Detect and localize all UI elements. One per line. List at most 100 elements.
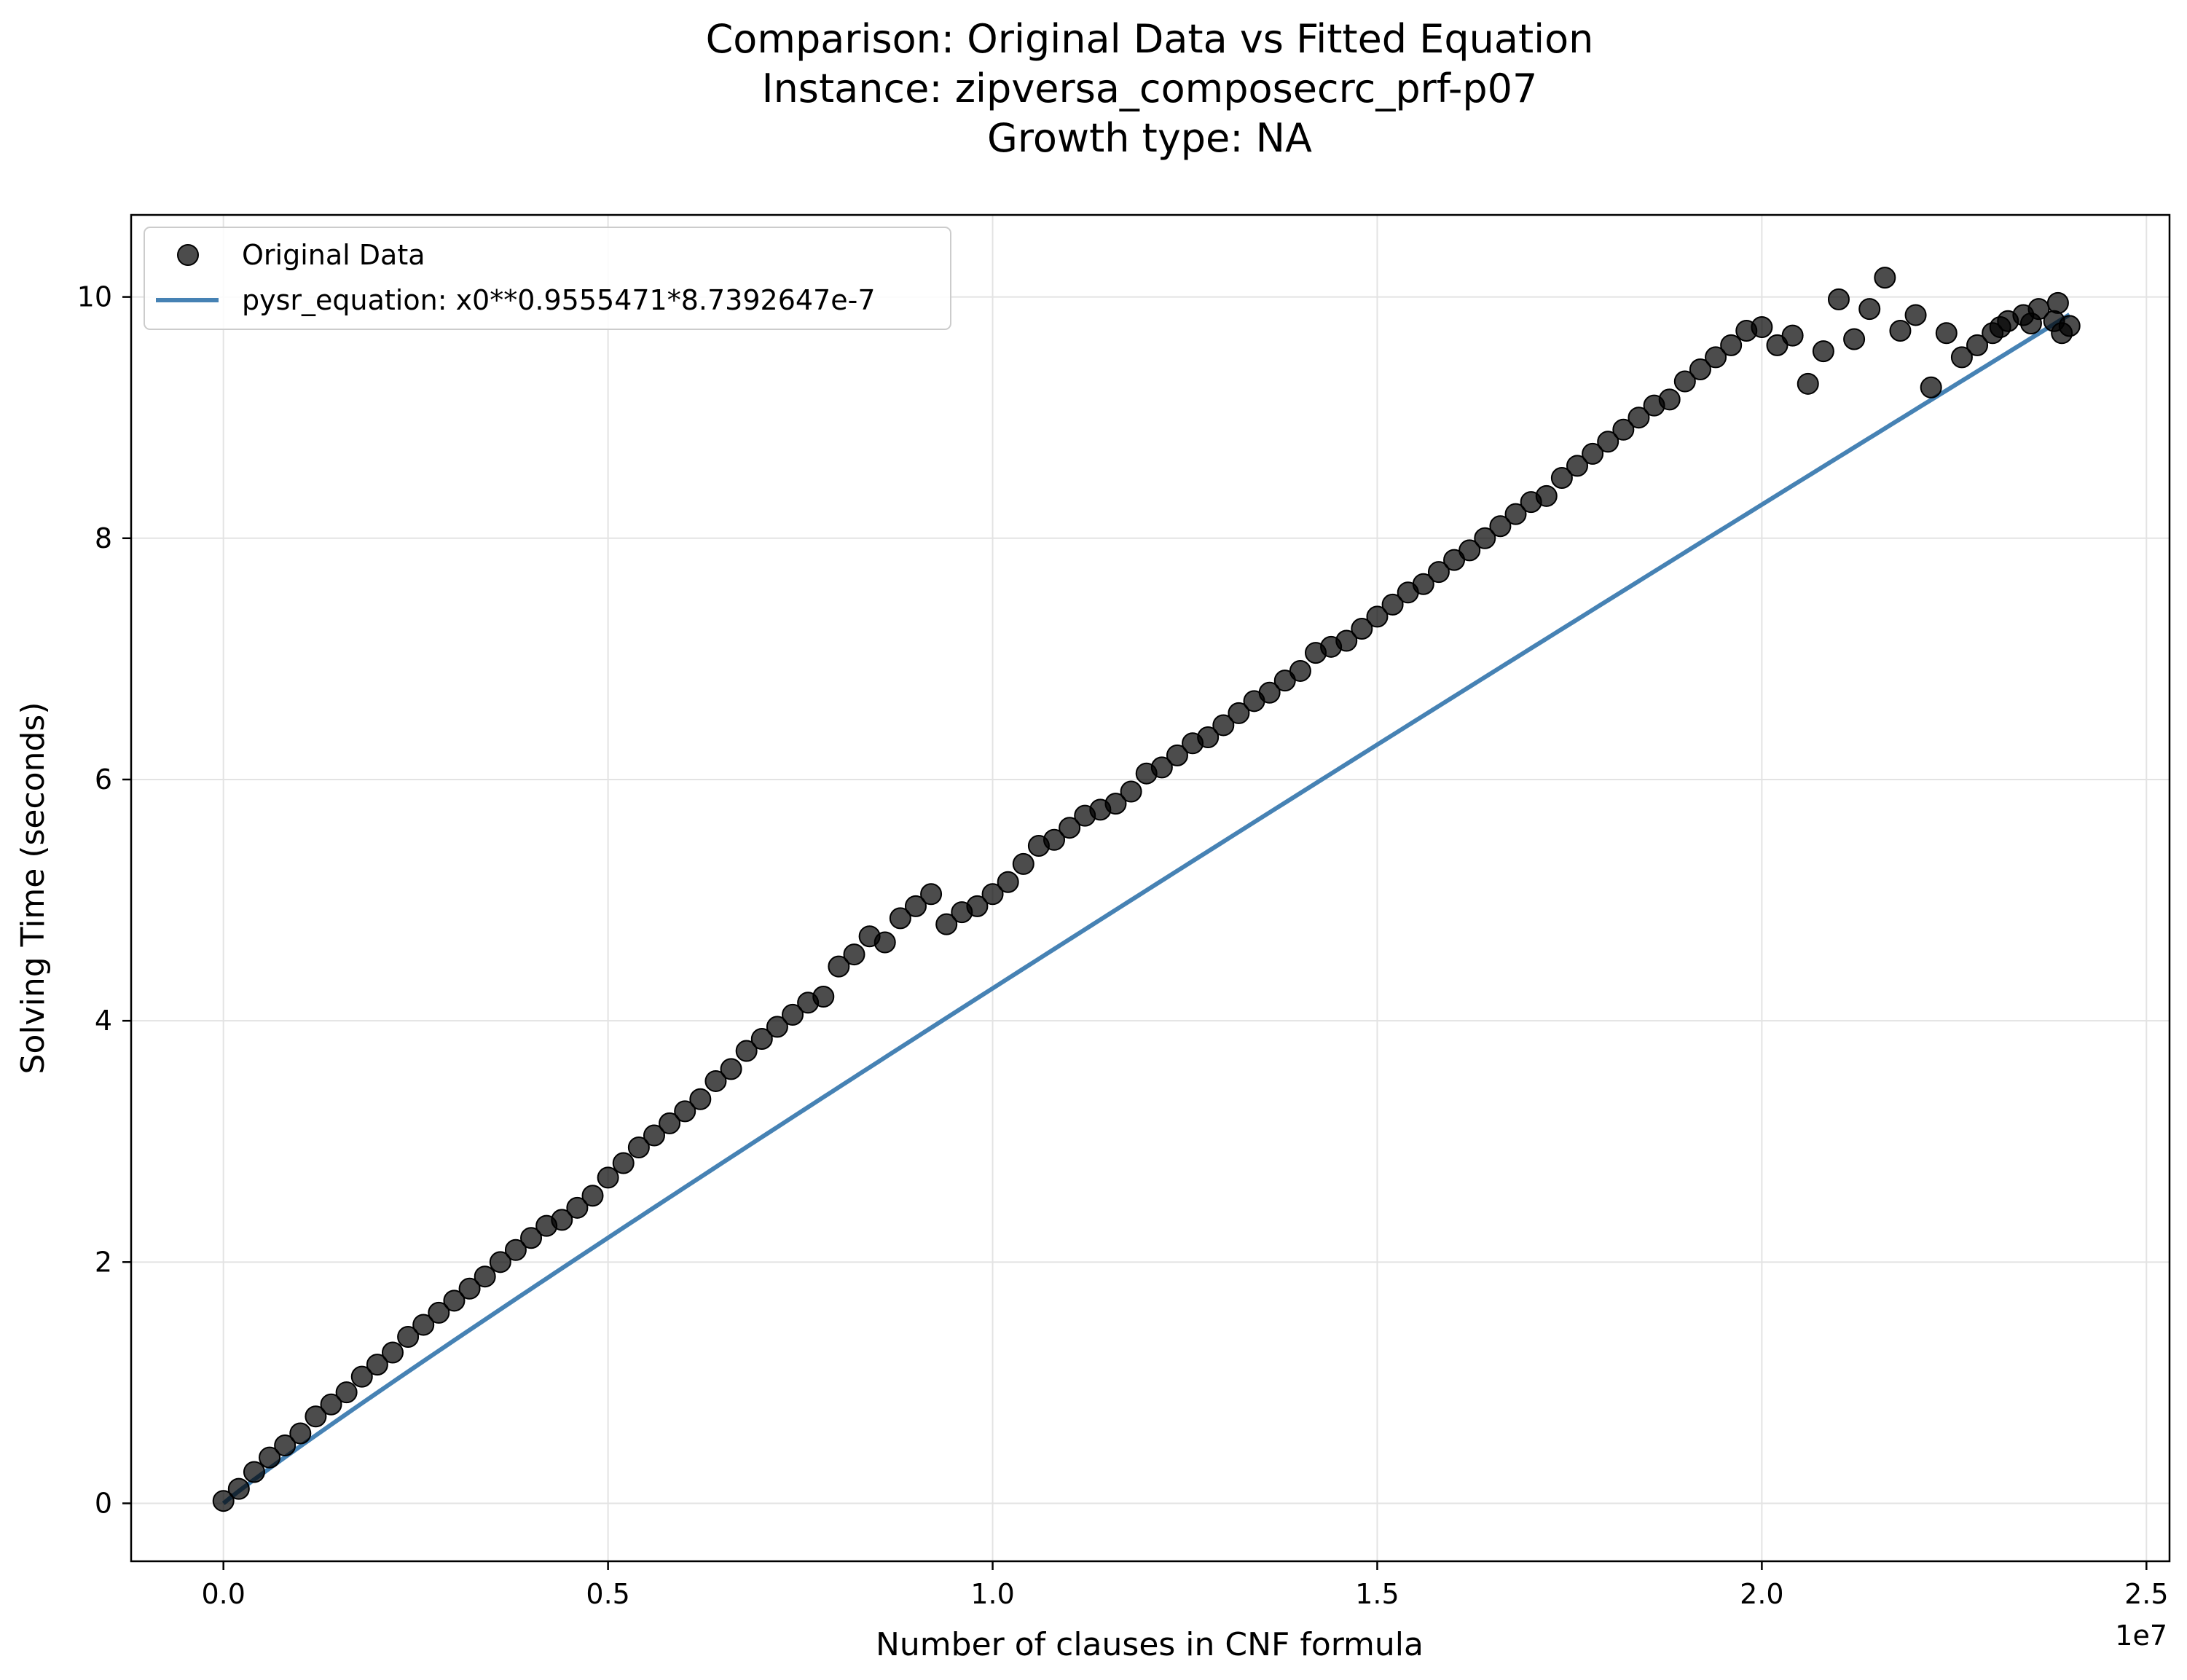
fitted-equation-line [221,313,2071,1505]
data-point [1120,780,1142,803]
legend: Original Data pysr_equation: x0**0.95554… [144,227,951,330]
data-point [1966,334,1989,356]
data-point [504,1239,527,1261]
data-point [1197,726,1220,749]
data-point [1874,267,1896,289]
data-point [612,1152,635,1174]
data-point [1289,659,1311,682]
x-tick-label: 1.5 [1355,1578,1399,1610]
data-point [1366,605,1389,628]
data-point [1059,817,1081,839]
title-line-1: Comparison: Original Data vs Fitted Equa… [706,16,1594,62]
data-point [366,1354,388,1376]
data-point [704,1069,727,1092]
data-point [1228,702,1250,724]
data-point [1751,316,1773,338]
data-point [243,1461,265,1483]
data-point [1705,346,1727,369]
y-axis-label: Solving Time (seconds) [15,702,52,1075]
data-point [659,1112,681,1134]
data-point [1827,288,1850,310]
data-point [1920,376,1942,399]
data-point [1904,304,1927,326]
data-point [1658,388,1681,411]
x-tick-label: 1.0 [970,1578,1014,1610]
data-point [766,1016,788,1038]
data-point [1258,681,1281,704]
data-point [750,1027,773,1050]
y-tick-label: 4 [95,1005,112,1037]
y-tick-label: 10 [77,281,112,313]
data-point [551,1209,573,1231]
data-point [782,1003,804,1026]
data-point [520,1227,543,1249]
y-tick-label: 8 [95,522,112,554]
x-axis-offset-label: 1e7 [2115,1620,2167,1652]
data-point [1427,561,1450,584]
data-point [1504,503,1527,525]
data-point [320,1393,342,1416]
data-point [1104,793,1127,815]
data-point [1720,334,1743,356]
data-point [627,1137,650,1159]
title-line-3: Growth type: NA [987,115,1312,161]
x-tick-label: 2.0 [1740,1578,1783,1610]
data-point [966,895,989,917]
data-point [1858,298,1881,321]
data-point [1535,484,1558,507]
y-tick-label: 6 [95,764,112,796]
data-point [1212,714,1235,737]
x-axis-ticks: 0.0 0.5 1.0 1.5 2.0 2.5 [201,1561,2169,1610]
legend-label-original-data: Original Data [242,239,425,271]
data-point [1612,418,1635,441]
plot-frame [130,213,2171,1563]
data-point [720,1058,742,1080]
data-point [689,1088,712,1110]
data-point [935,913,958,935]
data-point [873,931,896,954]
data-point [2046,291,2069,314]
y-tick-label: 0 [95,1488,112,1520]
data-point [1443,549,1466,571]
data-point [335,1381,358,1404]
data-point [1474,527,1496,549]
data-point [828,955,850,978]
data-point [1150,756,1173,779]
x-tick-label: 2.5 [2124,1578,2168,1610]
data-point [1273,670,1296,692]
data-point [1335,629,1358,652]
data-point [458,1277,481,1300]
x-axis-label: Number of clauses in CNF formula [876,1626,1424,1663]
fitted-line-layer [221,313,2071,1505]
data-point [566,1196,589,1219]
data-point [1597,431,1619,453]
data-point [1673,370,1696,393]
legend-marker-original-data [177,244,199,266]
data-point [1566,455,1588,477]
legend-box [144,227,951,330]
data-point [1781,324,1804,347]
data-point [1689,358,1711,380]
data-point [289,1422,312,1445]
data-point [1797,372,1819,395]
x-tick-label: 0.0 [201,1578,245,1610]
data-point [904,895,927,917]
data-point [1412,573,1434,595]
data-point [1012,852,1034,875]
data-point [489,1251,511,1273]
data-point [1458,539,1481,562]
data-point [1550,466,1573,489]
data-point [1628,407,1650,429]
data-point [443,1290,466,1312]
data-point [2058,315,2081,337]
data-point [397,1326,420,1348]
data-point [350,1365,373,1388]
data-point [227,1477,250,1500]
data-point [212,1490,235,1512]
data-point [674,1100,696,1123]
data-point [381,1341,404,1364]
data-point [474,1265,496,1288]
y-tick-label: 2 [95,1246,112,1278]
data-point [1843,328,1866,350]
